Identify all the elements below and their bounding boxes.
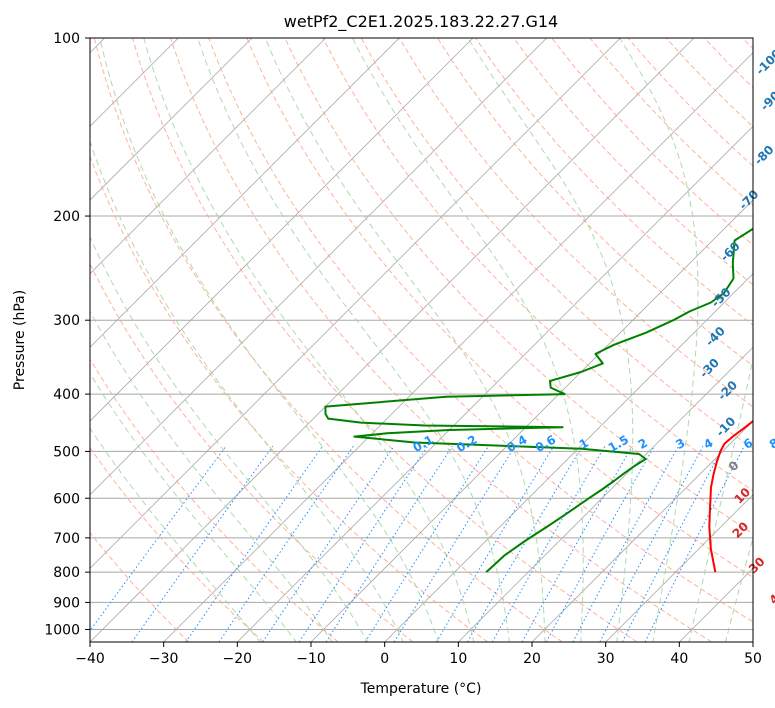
dry-adiabat-label: -90: [758, 88, 775, 113]
y-tick-label: 400: [53, 387, 80, 403]
x-tick-label: 30: [597, 651, 615, 667]
isotherm-line: [90, 38, 695, 642]
isotherm-line: [531, 420, 753, 642]
dry-adiabat-label: -80: [751, 143, 775, 168]
dry-adiabat-line: [513, 38, 753, 286]
y-tick-label: 800: [53, 565, 80, 581]
mixing-ratio-line: [644, 445, 745, 642]
x-tick-label: 20: [523, 651, 541, 667]
y-tick-label: 200: [53, 209, 80, 225]
x-tick-label: 40: [670, 651, 688, 667]
isotherm-line: [237, 125, 753, 642]
background-guides: [90, 38, 753, 642]
mixing-ratio-line: [262, 445, 395, 642]
mixing-ratio-line: [218, 445, 354, 642]
x-tick-label: −40: [75, 651, 105, 667]
data-series: [324, 227, 753, 573]
moist-adiabat-line: [90, 235, 369, 642]
dry-adiabat-line: [90, 446, 264, 642]
x-tick-label: 0: [380, 651, 389, 667]
moist-adiabat-line: [90, 427, 261, 642]
isotherm-line: [90, 38, 253, 201]
y-tick-label: 100: [53, 31, 80, 47]
y-tick-label: 1000: [44, 622, 80, 638]
isotherm-line: [458, 346, 753, 642]
y-axis-label: Pressure (hPa): [12, 290, 28, 390]
x-axis: −40 −30 −20 −10 0 10 20 30 40 50: [75, 642, 762, 667]
mixing-ratio-line: [435, 445, 555, 642]
dry-adiabat-line: [93, 38, 563, 642]
y-tick-label: 700: [53, 531, 80, 547]
dry-adiabat-line: [90, 531, 190, 642]
temperature-profile-line: [708, 419, 753, 573]
dry-adiabat-line: [322, 38, 753, 492]
plot-area: [90, 38, 753, 642]
moist-adiabat-line: [619, 38, 699, 642]
y-tick-label: 600: [53, 491, 80, 507]
moist-adiabat-line: [467, 38, 634, 642]
dry-adiabat-line: [131, 38, 638, 642]
x-tick-label: 50: [744, 651, 762, 667]
dry-adiabat-label: 40: [766, 585, 775, 607]
mixing-ratio-line: [298, 445, 429, 642]
moist-adiabat-line: [688, 356, 753, 642]
moist-adiabat-line: [143, 38, 475, 642]
moist-adiabat-line: [264, 38, 546, 642]
dry-adiabat-line: [436, 38, 753, 367]
plot-frame: [89, 37, 754, 643]
moist-adiabat-line: [725, 535, 753, 642]
moist-adiabat-line: [90, 372, 297, 642]
isotherm-line: [384, 273, 753, 642]
moist-adiabat-line: [90, 139, 404, 642]
moist-adiabat-line: [197, 38, 510, 642]
isotherm-line: [90, 38, 474, 422]
moist-adiabat-line: [99, 38, 440, 642]
isotherm-line: [90, 38, 400, 348]
dry-adiabat-line: [90, 358, 339, 642]
x-tick-label: −20: [223, 651, 253, 667]
isotherm-line: [90, 38, 547, 496]
dry-adiabat-line: [170, 38, 712, 642]
dry-adiabat-label: -100: [753, 47, 775, 78]
x-axis-label: Temperature (°C): [360, 681, 482, 697]
isotherm-line: [90, 38, 326, 275]
isotherm-line: [163, 52, 753, 642]
mixing-ratio-line: [325, 445, 453, 642]
isotherm-line: [752, 641, 753, 642]
isotherm-line: [90, 38, 621, 569]
mixing-ratio-line: [545, 445, 655, 642]
dry-adiabat-line: [208, 38, 753, 623]
mixing-ratio-line: [393, 445, 516, 642]
y-axis: 100 200 300 400 500 600 700 800 900 1000: [44, 31, 90, 638]
moist-adiabat-line: [90, 310, 333, 642]
x-tick-label: −10: [296, 651, 326, 667]
mixing-ratio-line: [621, 445, 724, 642]
dewpoint-profile-line: [324, 227, 753, 573]
dry-adiabat-line: [360, 38, 753, 450]
dry-adiabat-line: [90, 155, 488, 642]
mixing-ratio-label: 8: [767, 436, 775, 452]
mixing-ratio-line: [185, 445, 324, 642]
isotherm-line: [605, 494, 753, 642]
mixing-ratio-line: [364, 445, 489, 642]
x-tick-label: 10: [449, 651, 467, 667]
dry-adiabat-line: [90, 262, 414, 642]
mixing-ratio-line: [521, 445, 633, 642]
chart-title: wetPf2_C2E1.2025.183.22.27.G14: [284, 12, 558, 32]
y-tick-label: 500: [53, 444, 80, 460]
y-tick-label: 300: [53, 313, 80, 329]
dry-adiabat-line: [284, 38, 753, 535]
x-tick-label: −30: [149, 651, 179, 667]
mixing-ratio-line: [131, 445, 274, 642]
y-tick-label: 900: [53, 595, 80, 611]
dry-adiabat-line: [246, 38, 753, 578]
